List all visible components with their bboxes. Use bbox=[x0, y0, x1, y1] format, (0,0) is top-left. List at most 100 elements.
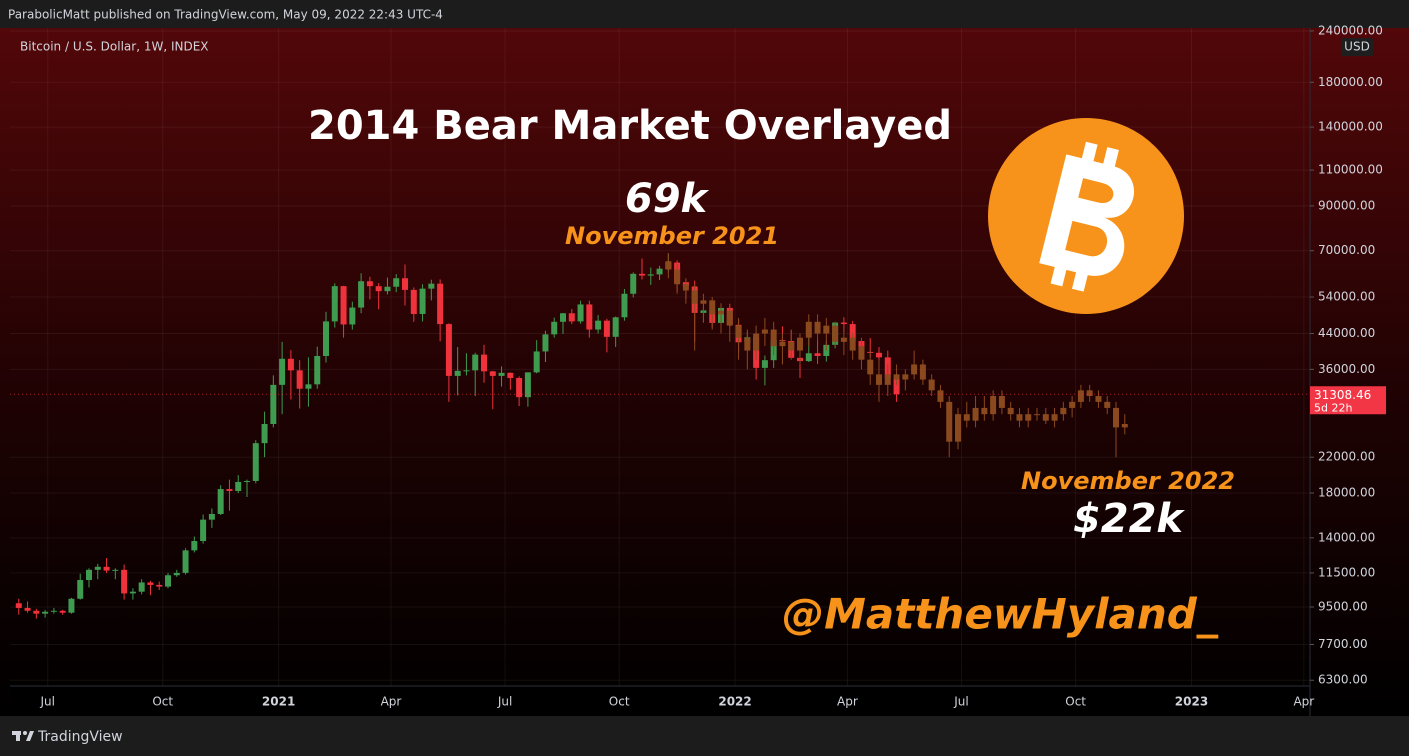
x-tick-label: Oct bbox=[152, 695, 173, 709]
candle-body bbox=[893, 374, 900, 380]
watermark-handle: @MatthewHyland_ bbox=[782, 590, 1219, 639]
currency-box bbox=[1341, 38, 1373, 56]
candle-body bbox=[331, 286, 338, 322]
candle-body bbox=[314, 355, 321, 385]
candle-body bbox=[340, 286, 347, 325]
candle-body bbox=[946, 401, 953, 442]
candle-body bbox=[1104, 401, 1111, 408]
candle-body bbox=[840, 337, 847, 342]
candle-body bbox=[797, 337, 804, 351]
candle-body bbox=[410, 289, 417, 314]
candle-body bbox=[867, 359, 874, 375]
candle-body bbox=[68, 598, 75, 613]
chart-title: 2014 Bear Market Overlayed bbox=[308, 103, 952, 149]
tv-logo bbox=[12, 731, 34, 741]
y-tick-label: 240000.00 bbox=[1318, 23, 1383, 37]
candle-body bbox=[384, 286, 391, 292]
candle-body bbox=[323, 321, 330, 356]
candle-body bbox=[823, 325, 830, 334]
candle-body bbox=[191, 541, 198, 551]
candle-body bbox=[551, 321, 558, 335]
candle-body bbox=[358, 281, 365, 308]
candle-body bbox=[24, 607, 31, 611]
candle-body bbox=[647, 274, 654, 276]
candle-body bbox=[761, 329, 768, 334]
footer-bar bbox=[0, 716, 1409, 756]
candle-body bbox=[77, 580, 84, 599]
y-tick-label: 11500.00 bbox=[1318, 565, 1375, 579]
candle-body bbox=[726, 310, 733, 326]
candle-body bbox=[1025, 414, 1032, 421]
candle-body bbox=[911, 364, 918, 375]
currency: USD bbox=[1344, 40, 1370, 54]
candle-body bbox=[928, 379, 935, 391]
candle-body bbox=[173, 572, 180, 576]
last-price-box bbox=[1310, 386, 1386, 415]
candle-body bbox=[147, 582, 154, 585]
y-tick-label: 22000.00 bbox=[1318, 450, 1375, 464]
y-tick-label: 140000.00 bbox=[1318, 120, 1383, 134]
candle-body bbox=[1007, 407, 1014, 415]
countdown-label: 5d 22h bbox=[1314, 401, 1352, 414]
header-text: ParabolicMatt published on TradingView.c… bbox=[8, 8, 443, 22]
candle-body bbox=[805, 353, 812, 362]
candle-body bbox=[568, 313, 575, 322]
candle-body bbox=[261, 423, 268, 444]
candle-body bbox=[577, 304, 584, 322]
candle-body bbox=[972, 407, 979, 421]
y-tick-label: 6300.00 bbox=[1318, 673, 1368, 687]
candle-body bbox=[516, 377, 523, 398]
y-tick-label: 44000.00 bbox=[1318, 326, 1375, 340]
candle-body bbox=[270, 384, 277, 424]
candle-body bbox=[226, 489, 233, 492]
candle-body bbox=[902, 374, 909, 380]
candle-body bbox=[103, 566, 110, 571]
candles bbox=[15, 253, 1128, 619]
candle-body bbox=[735, 325, 742, 338]
y-tick-label: 70000.00 bbox=[1318, 243, 1375, 257]
candle-body bbox=[419, 288, 426, 314]
candle-body bbox=[463, 370, 470, 372]
candle-body bbox=[621, 293, 628, 318]
candle-body bbox=[955, 414, 962, 442]
candle-body bbox=[156, 584, 163, 587]
annotation: November 2021 bbox=[565, 222, 779, 250]
candle-body bbox=[840, 322, 847, 325]
header-bar bbox=[0, 0, 1409, 28]
candle-body bbox=[682, 284, 689, 291]
x-tick-label: Oct bbox=[609, 695, 630, 709]
candle-body bbox=[884, 374, 891, 385]
x-tick-label: Apr bbox=[381, 695, 402, 709]
y-tick-label: 7700.00 bbox=[1318, 637, 1368, 651]
candle-body bbox=[1095, 396, 1102, 402]
candle-body bbox=[893, 377, 900, 395]
candle-body bbox=[33, 610, 40, 614]
candle-body bbox=[560, 313, 567, 322]
y-tick-label: 180000.00 bbox=[1318, 75, 1383, 89]
candle-body bbox=[42, 611, 49, 614]
candle-body bbox=[1060, 407, 1067, 415]
x-tick-label: Apr bbox=[837, 695, 858, 709]
candle-body bbox=[849, 337, 856, 351]
candle-body bbox=[200, 519, 207, 542]
candle-body bbox=[252, 443, 259, 482]
candle-body bbox=[1121, 423, 1128, 428]
candle-body bbox=[937, 390, 944, 402]
candle-body bbox=[805, 321, 812, 338]
candle-body bbox=[761, 360, 768, 368]
candle-body bbox=[1077, 390, 1084, 402]
candle-body bbox=[665, 261, 672, 270]
x-tick-label: Oct bbox=[1065, 695, 1086, 709]
x-tick-label: Jul bbox=[40, 695, 55, 709]
candle-body bbox=[1034, 414, 1041, 416]
candle-body bbox=[656, 268, 663, 275]
candle-body bbox=[779, 341, 786, 347]
candle-body bbox=[691, 290, 698, 304]
candle-body bbox=[630, 273, 637, 294]
candle-body bbox=[138, 582, 145, 592]
candle-body bbox=[375, 286, 382, 292]
candle-body bbox=[15, 603, 22, 608]
candle-body bbox=[121, 569, 128, 594]
x-tick-label: Jul bbox=[953, 695, 968, 709]
